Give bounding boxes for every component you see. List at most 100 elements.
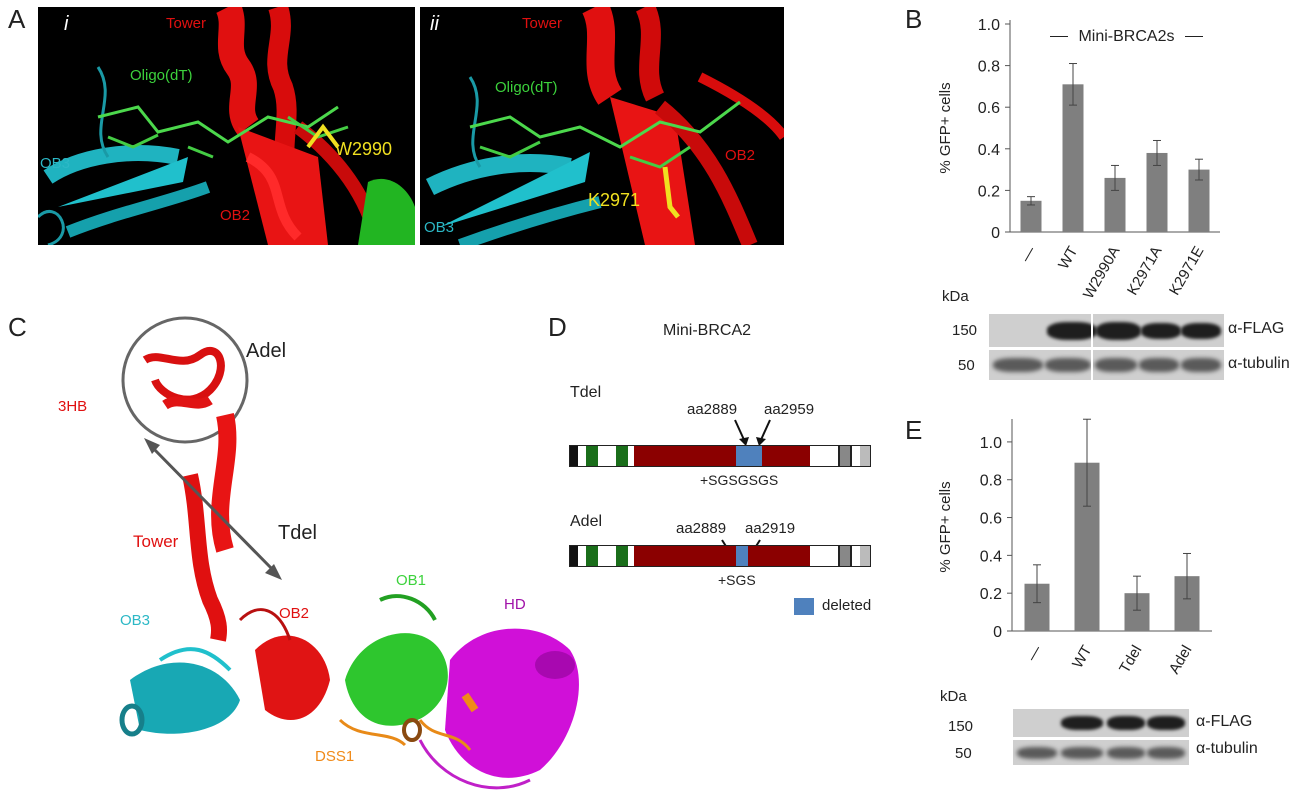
band-e-tub-adel [1147, 747, 1185, 759]
band-e-tub-neg [1017, 747, 1057, 759]
adel-segment-end [860, 546, 870, 566]
tdel-insert: +SGSGSGS [700, 472, 779, 488]
tdel-segment-end [860, 446, 870, 466]
category-label-3: Adel [1166, 643, 1196, 678]
label-dss1-c: DSS1 [315, 748, 355, 765]
label-tdel-c: Tdel [278, 522, 317, 544]
y-tick-label: 0.6 [980, 511, 1002, 528]
blot-e-kda-50: 50 [955, 745, 972, 762]
label-ob1-c: OB1 [396, 572, 427, 589]
y-tick-label: 0.2 [978, 183, 1000, 200]
panel-letter-d: D [548, 312, 567, 342]
y-tick-label: 0.6 [978, 100, 1000, 117]
y-tick-label: 1.0 [978, 17, 1000, 34]
y-tick-label: 1.0 [980, 435, 1002, 452]
y-tick-label: 0 [993, 624, 1002, 641]
label-tower-a-ii: Tower [522, 15, 563, 32]
legend-mini-brca2s: Mini-BRCA2s [1050, 28, 1203, 46]
label-ob2-c: OB2 [279, 605, 310, 622]
category-label-4: K2971E [1166, 244, 1207, 299]
band-b-flag-wt [1047, 322, 1097, 340]
structure-panel-a-ii: ii Tower Oligo(dT) OB3 OB2 K2971 [420, 7, 784, 245]
label-tower-a-i: Tower [166, 15, 207, 32]
label-tower-c: Tower [133, 532, 179, 551]
label-hd-c: HD [504, 596, 526, 613]
band-e-tub-wt [1061, 747, 1103, 759]
bar-2 [1104, 177, 1126, 232]
y-axis-label: % GFP+ cells [937, 82, 954, 173]
label-adel-c: Adel [246, 340, 287, 362]
blot-e-kda-150: 150 [948, 718, 974, 735]
blot-b-kda-150: 150 [952, 322, 978, 339]
y-tick-label: 0 [991, 225, 1000, 242]
blot-b-divider-top [1091, 314, 1093, 347]
bar-chart-e: 0 0.2 0.4 0.6 0.8 1.0 % GFP+ cells — WT Tdel Adel [937, 418, 1212, 678]
adel-segment-green-2 [616, 546, 628, 566]
legend-deleted-swatch [794, 598, 814, 615]
panel-letter-b: B [905, 4, 923, 34]
y-tick-label: 0.4 [978, 142, 1000, 159]
adel-right-aa: aa2919 [745, 520, 796, 537]
label-ob2-a-i: OB2 [220, 207, 251, 224]
band-b-tub-neg [993, 358, 1043, 372]
tdel-segment-deleted [736, 446, 762, 466]
band-b-tub-wt [1045, 358, 1091, 372]
construct-title: Mini-BRCA2 [663, 322, 752, 339]
legend-line-left [1050, 36, 1068, 38]
blot-b-kda-label: kDa [942, 288, 969, 305]
adel-segment-main [634, 546, 810, 566]
category-label-1: WT [1069, 643, 1095, 672]
y-tick-label: 0.4 [980, 548, 1002, 565]
band-e-flag-wt [1061, 716, 1103, 730]
bar-1 [1062, 84, 1084, 232]
tdel-left-aa: aa2889 [687, 401, 738, 418]
band-b-tub-w2990a [1095, 358, 1137, 372]
y-tick-label: 0.8 [978, 59, 1000, 76]
adel-bar [569, 545, 871, 567]
ribbon-structure-a-ii [425, 7, 784, 245]
panel-letter-e: E [905, 415, 923, 445]
y-tick-label: 0.2 [980, 586, 1002, 603]
blot-e-antibody-flag: α-FLAG [1196, 713, 1253, 730]
bar-0 [1020, 200, 1042, 232]
band-b-tub-k2971e [1181, 358, 1221, 372]
adel-segment-grey-box [838, 546, 852, 566]
category-label-2: W2990A [1080, 244, 1123, 302]
tdel-segment-green-2 [616, 446, 628, 466]
label-oligo-a-ii: Oligo(dT) [495, 79, 558, 96]
legend-text: Mini-BRCA2s [1078, 28, 1175, 45]
adel-left-aa: aa2889 [676, 520, 727, 537]
label-w2990: W2990 [335, 139, 393, 159]
category-label-0: — [1023, 643, 1045, 664]
category-label-0: — [1017, 244, 1039, 265]
blot-e-antibody-tubulin: α-tubulin [1196, 740, 1258, 757]
label-ob3-c: OB3 [120, 612, 151, 629]
tdel-right-aa: aa2959 [764, 401, 815, 418]
bar-3 [1146, 152, 1168, 232]
label-ob2-a-ii: OB2 [725, 147, 756, 164]
label-3hb: 3HB [58, 398, 88, 415]
subpanel-label-i: i [64, 13, 69, 35]
category-label-3: K2971A [1124, 244, 1165, 299]
band-b-flag-k2971a [1141, 323, 1181, 339]
blot-e-flag-strip [1013, 709, 1189, 737]
subpanel-label-ii: ii [430, 13, 439, 35]
tdel-segment-green-1 [586, 446, 598, 466]
adel-circle [121, 316, 249, 444]
blot-e-kda-label: kDa [940, 688, 967, 705]
tdel-bar [569, 445, 871, 467]
structure-panel-a-i: i Tower Oligo(dT) OB3 OB2 W2990 [38, 7, 415, 245]
adel-segment-black [570, 546, 578, 566]
legend-line-right [1184, 36, 1203, 38]
band-b-flag-k2971e [1181, 323, 1221, 339]
construct-name-adel: Adel [570, 513, 603, 530]
construct-name-tdel: Tdel [570, 384, 602, 401]
blot-b-kda-50: 50 [958, 357, 975, 374]
bar-4 [1188, 169, 1210, 232]
band-e-flag-tdel [1107, 716, 1145, 730]
legend-deleted-text: deleted [822, 597, 872, 614]
band-b-tub-k2971a [1139, 358, 1179, 372]
blot-b-antibody-flag: α-FLAG [1228, 320, 1285, 337]
blot-e-tubulin-strip [1013, 740, 1189, 765]
